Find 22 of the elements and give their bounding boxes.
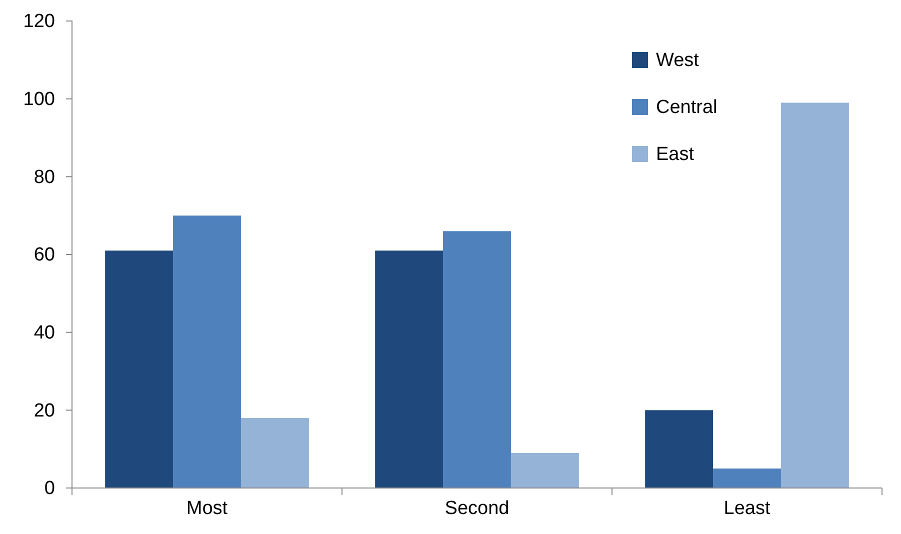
bar (645, 410, 714, 488)
y-tick-label: 120 (23, 11, 55, 32)
y-tick-label: 20 (34, 400, 55, 422)
x-tick-label: Least (724, 498, 771, 519)
legend-label: Central (656, 97, 718, 118)
x-tick-label: Most (186, 498, 228, 519)
bar (713, 468, 781, 488)
y-tick-label: 80 (34, 166, 55, 188)
x-tick-label: Second (444, 498, 510, 519)
bar (240, 418, 309, 488)
y-tick-label: 100 (23, 88, 55, 110)
bar (780, 102, 849, 488)
bar (510, 452, 579, 488)
bar (375, 250, 444, 488)
bar (443, 231, 511, 488)
bar (105, 250, 174, 488)
y-tick-label: 60 (34, 244, 55, 266)
y-tick-label: 40 (34, 322, 55, 344)
y-tick-label: 0 (44, 478, 55, 500)
bar (173, 216, 241, 488)
legend-label: East (656, 144, 695, 165)
legend-label: West (656, 50, 700, 71)
